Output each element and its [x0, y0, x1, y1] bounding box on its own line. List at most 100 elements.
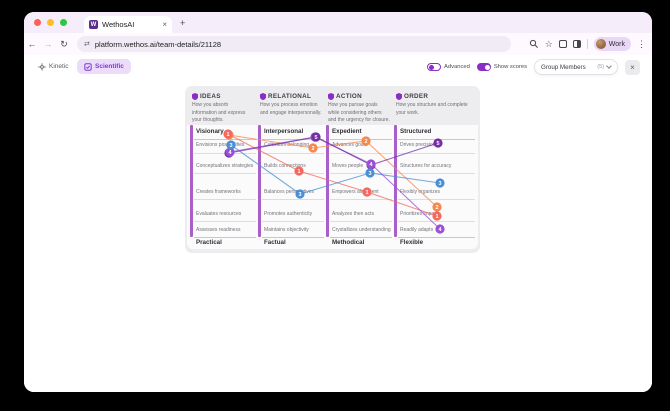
facet-title: ORDER [404, 93, 429, 100]
facet-row-divider [194, 173, 256, 174]
facet-row-label: Balances perspectives [264, 189, 315, 195]
side-panel-icon[interactable] [572, 40, 581, 48]
page-content: Kinetic Scientific Advanced Show scores … [24, 55, 652, 392]
facet-row-label: Drives precision [400, 142, 436, 148]
advanced-toggle[interactable] [427, 63, 442, 71]
browser-menu-icon[interactable]: ⋮ [637, 38, 646, 49]
facet-row-divider [398, 221, 475, 222]
facet-row-label: Analyzes then acts [332, 211, 374, 217]
facet-column-bar [326, 125, 329, 237]
facet-row-divider [194, 153, 256, 154]
facet-description: How you structure and complete your work… [396, 102, 468, 116]
forward-icon[interactable]: → [43, 39, 53, 49]
facet-title: IDEAS [200, 93, 221, 100]
facet-row-divider [194, 221, 256, 222]
kinetic-view-button[interactable]: Kinetic [32, 59, 75, 74]
url-text: platform.wethos.ai/team-details/21128 [94, 39, 222, 49]
facet-row-divider [398, 237, 475, 238]
facet-row-label: Prioritizes impact [400, 211, 439, 217]
show-scores-toggle[interactable] [476, 63, 491, 71]
facet-title: RELATIONAL [268, 93, 312, 100]
facet-row-divider [262, 221, 324, 222]
facet-row-divider [398, 199, 475, 200]
close-panel-button[interactable]: × [625, 59, 640, 75]
facet-row-label: Promotes authenticity [264, 211, 313, 217]
facet-row-divider [262, 139, 324, 140]
facet-row-divider [398, 173, 475, 174]
kinetic-icon [38, 62, 46, 71]
wethosai-favicon: W [89, 20, 98, 29]
facet-row-divider [262, 237, 324, 238]
scientific-icon [84, 62, 92, 71]
browser-window: W WethosAI × + ← → ↻ ⇄ platform.wethos.a… [24, 12, 652, 392]
facet-row-label: Crystallizes understanding [332, 227, 391, 233]
facet-row-label: Maintains objectivity [264, 227, 309, 233]
facet-row-label: Evaluates resources [196, 211, 242, 217]
scientific-label: Scientific [95, 63, 124, 70]
group-members-dropdown[interactable]: Group Members (5) [534, 59, 618, 75]
facet-row-label: Conceptualizes strategies [196, 163, 254, 169]
order-icon [396, 93, 402, 100]
facet-row-label: Readily adapts [400, 227, 434, 233]
facet-row-divider [398, 153, 475, 154]
tab-search-icon[interactable] [558, 40, 567, 48]
group-members-count: (5) [597, 64, 604, 70]
url-bar[interactable]: ⇄ platform.wethos.ai/team-details/21128 [77, 36, 511, 52]
browser-tab[interactable]: W WethosAI × [84, 16, 172, 33]
facet-chart: IDEAS How you absorb information and expr… [185, 86, 480, 253]
tab-close-icon[interactable]: × [162, 20, 167, 29]
facet-row-divider [330, 139, 392, 140]
browser-profile-chip[interactable]: Work [593, 37, 631, 51]
facet-description: How you absorb information and express y… [192, 102, 246, 123]
facet-row-label: Structures for accuracy [400, 163, 452, 169]
facet-row-label: Builds connections [264, 163, 306, 169]
bookmark-star-icon[interactable]: ☆ [544, 38, 553, 49]
show-scores-label: Show scores [493, 64, 527, 70]
tab-strip: W WethosAI × + [24, 12, 652, 33]
facet-column-bar [190, 125, 193, 237]
facet-row-divider [262, 173, 324, 174]
facet-row-divider [330, 153, 392, 154]
advanced-label: Advanced [444, 64, 470, 70]
window-minimize-button[interactable] [47, 19, 54, 26]
facet-column-bar [394, 125, 397, 237]
scientific-view-button[interactable]: Scientific [77, 59, 131, 74]
tab-title: WethosAI [102, 20, 135, 29]
facet-row-divider [330, 237, 392, 238]
facet-row-divider [330, 173, 392, 174]
facet-column-header-action: ACTION How you pursue goals while conside… [328, 93, 390, 125]
browser-navbar: ← → ↻ ⇄ platform.wethos.ai/team-details/… [24, 33, 652, 55]
facet-column-header-ideas: IDEAS How you absorb information and expr… [192, 93, 254, 125]
facet-row-label: Cultivates belonging [264, 142, 310, 148]
facet-description: How you process emotion and engage inter… [260, 102, 322, 116]
action-icon [328, 93, 334, 100]
new-tab-icon[interactable]: + [180, 18, 186, 28]
facet-row-divider [262, 199, 324, 200]
site-settings-icon[interactable]: ⇄ [84, 41, 90, 48]
pole-label-top: Interpersonal [264, 128, 304, 135]
facet-row-label: Advances goals [332, 142, 368, 148]
chart-controls: Advanced Show scores Group Members (5) × [427, 59, 640, 75]
reload-icon[interactable]: ↻ [60, 38, 68, 49]
relational-icon [260, 93, 266, 100]
facet-row-divider [194, 199, 256, 200]
pole-label-bottom: Flexible [400, 239, 424, 246]
facet-row-label: Moves people [332, 163, 364, 169]
facet-column-bar [258, 125, 261, 237]
ideas-icon [192, 93, 198, 100]
facet-row-label: Empowers alignment [332, 189, 379, 195]
facet-chart-header: IDEAS How you absorb information and expr… [185, 86, 480, 125]
facet-row-label: Creates frameworks [196, 189, 241, 195]
back-icon[interactable]: ← [27, 39, 37, 49]
window-close-button[interactable] [34, 19, 41, 26]
pole-label-bottom: Factual [264, 239, 286, 246]
pole-label-bottom: Methodical [332, 239, 365, 246]
pole-label-top: Expedient [332, 128, 362, 135]
pole-label-top: Structured [400, 128, 432, 135]
search-icon[interactable] [529, 39, 539, 49]
window-zoom-button[interactable] [60, 19, 67, 26]
facet-row-label: Assesses readiness [196, 227, 241, 233]
facet-chart-rows: Visionary Practical Envisions possibilitie… [187, 125, 478, 249]
pole-label-bottom: Practical [196, 239, 222, 246]
